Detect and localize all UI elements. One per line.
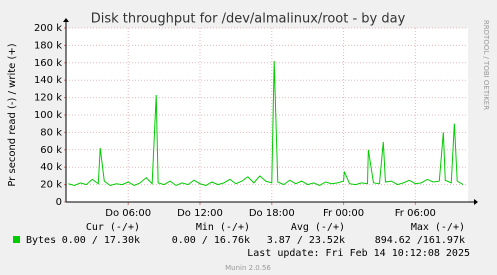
last-update: Last update: Fri Feb 14 10:12:08 2025 (247, 248, 470, 259)
y-tick-label: 80 k (40, 127, 62, 138)
y-axis-label: Pr second read (-) / write (+) (7, 43, 18, 186)
stats-value: 0.00 / 16.76k (172, 235, 250, 246)
stats-header: Max (-/+) (411, 222, 465, 233)
y-tick-label: 160 k (34, 58, 62, 69)
chart-title: Disk throughput for /dev/almalinux/root … (91, 12, 406, 27)
data-line (68, 61, 464, 187)
stats-value: 3.87 / 23.52k (267, 235, 345, 246)
y-tick-label: 20 k (40, 180, 62, 191)
y-axis-arrow (63, 18, 69, 22)
x-tick-label: Fr 06:00 (395, 208, 436, 219)
y-tick-label: 200 k (34, 23, 62, 34)
y-tick-label: 100 k (34, 110, 62, 121)
y-tick-label: 180 k (34, 40, 62, 51)
x-tick-label: Do 06:00 (105, 208, 151, 219)
y-tick-label: 40 k (40, 162, 62, 173)
side-text: RRDTOOL / TOBI OETIKER (482, 20, 490, 110)
legend-swatch (13, 236, 20, 243)
footer: Munin 2.0.56 (225, 264, 271, 272)
y-tick-label: 0 (56, 197, 62, 208)
stats-header: Cur (-/+) (86, 222, 140, 233)
legend-label: Bytes (26, 235, 56, 246)
stats-header: Min (-/+) (196, 222, 250, 233)
stats-header: Avg (-/+) (291, 222, 345, 233)
x-axis-arrow (474, 199, 478, 205)
stats-value: 0.00 / 17.30k (62, 235, 140, 246)
y-tick-label: 120 k (34, 93, 62, 104)
x-tick-label: Fr 00:00 (323, 208, 364, 219)
x-tick-label: Do 18:00 (249, 208, 295, 219)
x-tick-label: Do 12:00 (177, 208, 223, 219)
y-tick-label: 60 k (40, 145, 62, 156)
y-tick-label: 140 k (34, 75, 62, 86)
stats-value: 894.62 /161.97k (375, 235, 465, 246)
